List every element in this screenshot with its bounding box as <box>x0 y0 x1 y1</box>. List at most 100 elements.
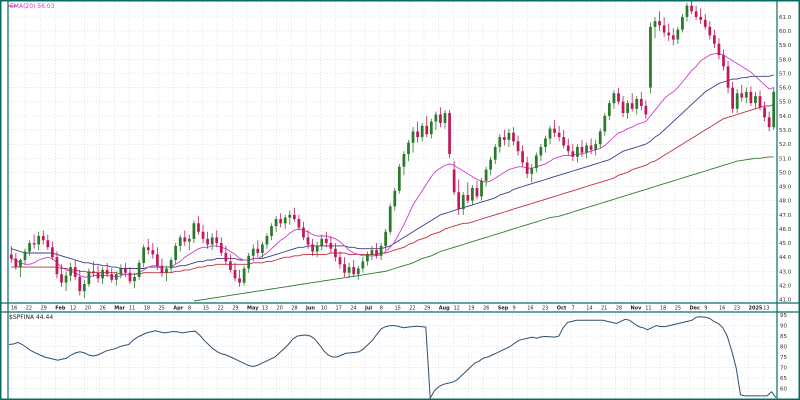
candle-body-down <box>416 131 419 138</box>
date-tick-label: 22 <box>409 306 415 312</box>
price-y-tick-label: 48.0 <box>779 199 792 205</box>
candle <box>32 234 36 249</box>
candle <box>366 251 369 266</box>
candlesticks <box>9 1 776 299</box>
candle-body-down <box>644 105 648 115</box>
date-tick-label: 16 <box>527 306 533 312</box>
candle-body-up <box>681 16 684 30</box>
candle-body-down <box>553 128 556 133</box>
candle-body-down <box>475 187 479 197</box>
date-tick-label: Aug <box>439 306 450 312</box>
candle <box>735 89 739 114</box>
candle-body-down <box>60 274 63 283</box>
candle <box>676 26 680 44</box>
candle-body-up <box>607 103 611 116</box>
date-tick-label: 20 <box>277 306 283 312</box>
candle-body-down <box>375 250 378 256</box>
indicator-line <box>8 316 777 400</box>
candle-body-down <box>466 195 470 201</box>
candle-body-up <box>539 146 543 156</box>
candle <box>685 2 689 22</box>
candle-body-down <box>233 269 237 279</box>
candle-body-down <box>639 98 643 106</box>
candle <box>662 16 666 37</box>
candle-body-up <box>165 268 168 273</box>
candle <box>14 252 18 270</box>
candle-body-down <box>617 93 620 102</box>
candle-body-down <box>525 162 529 174</box>
candle-body-down <box>46 240 50 248</box>
candle <box>9 245 13 263</box>
candle-body-up <box>370 250 374 255</box>
candle <box>192 220 196 244</box>
candle-body-up <box>101 269 104 279</box>
price-y-tick-label: 55.0 <box>779 100 792 106</box>
candle <box>548 125 552 145</box>
candle <box>452 161 456 196</box>
candle-body-down <box>425 125 429 135</box>
candle <box>361 257 365 273</box>
candle <box>197 216 200 235</box>
date-tick-label: 25 <box>675 306 681 312</box>
candle-body-up <box>28 243 31 252</box>
legend-label-ema20: EMA(20) 56.03 <box>10 3 55 10</box>
candle-body-down <box>457 192 461 210</box>
candle <box>703 14 707 30</box>
candle-body-down <box>352 267 356 275</box>
candle <box>87 268 91 287</box>
candle <box>566 138 570 156</box>
candle <box>480 178 483 201</box>
candle <box>256 240 260 258</box>
candle-body-down <box>502 137 506 140</box>
candle-body-up <box>772 91 776 128</box>
candle-body-up <box>187 238 191 242</box>
candle <box>229 254 232 273</box>
candle-body-up <box>397 166 401 191</box>
candle-body-down <box>311 244 314 252</box>
candle-body-down <box>146 247 150 251</box>
date-tick-label: 11 <box>129 306 135 312</box>
candle-body-up <box>407 142 410 155</box>
candle-body-down <box>717 43 721 56</box>
indicator-y-tick-label: 80 <box>780 345 787 351</box>
candle <box>315 241 319 258</box>
candle <box>525 156 529 179</box>
candle-body-down <box>662 25 666 33</box>
indicator-y-tick-label: 60 <box>780 387 787 393</box>
candle-body-down <box>219 243 223 253</box>
price-panel: 41.0 42.0 43.0 44.0 45.0 46.0 47.0 48.0 49.0 50.0… <box>8 0 792 304</box>
candle <box>411 127 415 153</box>
candle-body-up <box>548 128 552 139</box>
candle <box>334 243 337 262</box>
candle-body-down <box>224 252 228 262</box>
candle <box>635 96 639 115</box>
candle <box>324 231 328 248</box>
candle <box>133 272 136 289</box>
candle-body-down <box>708 26 712 36</box>
candle <box>607 100 611 121</box>
candle-body-down <box>206 238 209 245</box>
price-y-tick-label: 54.0 <box>779 114 792 120</box>
date-tick-label: Mar <box>114 306 125 312</box>
candle-body-up <box>133 276 136 282</box>
indicator-panel: 95 90 85 80 75 70 65 60 $SPFINA 44.44 <box>8 313 787 400</box>
candle <box>557 125 561 142</box>
price-y-tick-label: 52.0 <box>779 142 792 148</box>
candle-body-up <box>594 144 598 150</box>
date-tick-label: May <box>247 306 259 312</box>
candle <box>215 230 219 248</box>
candle <box>576 144 579 163</box>
candle-body-down <box>343 264 346 273</box>
candle-body-down <box>105 269 109 275</box>
date-tick-label: 10 <box>321 306 327 312</box>
date-tick-label: 2025 <box>749 306 763 312</box>
candle <box>69 262 73 282</box>
indicator-y-tick-label: 75 <box>780 355 787 361</box>
candle-body-up <box>87 271 91 285</box>
ema200-line <box>193 156 774 302</box>
date-tick-label: 28 <box>616 306 622 312</box>
candle <box>553 120 556 138</box>
candle-body-down <box>229 261 232 270</box>
